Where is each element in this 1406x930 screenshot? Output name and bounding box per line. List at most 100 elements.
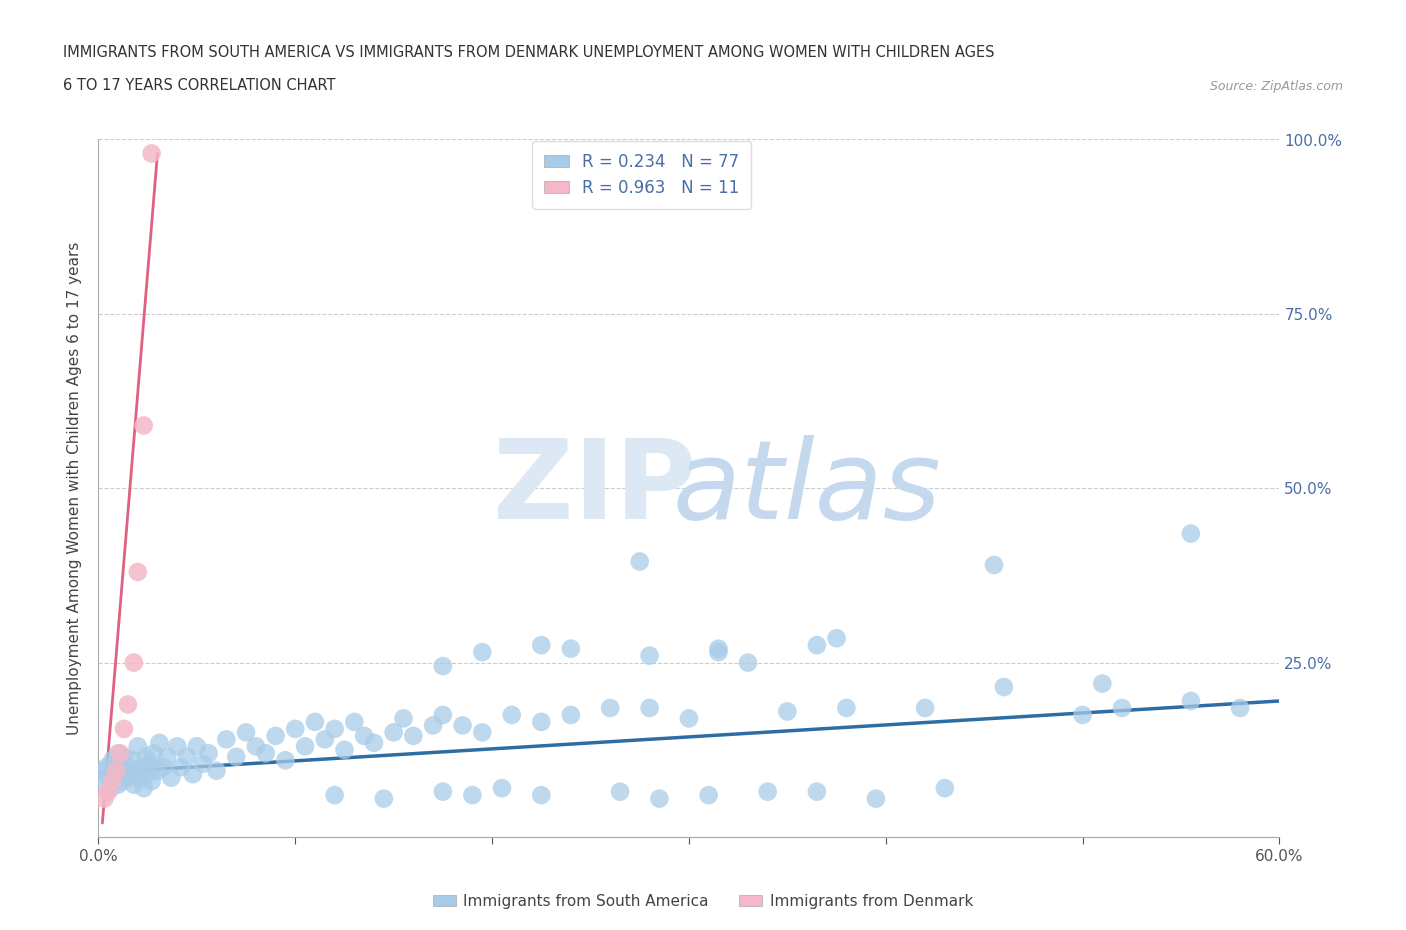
Legend: R = 0.234   N = 77, R = 0.963   N = 11: R = 0.234 N = 77, R = 0.963 N = 11 — [533, 140, 751, 208]
Point — [91, 764, 114, 778]
Point — [235, 725, 257, 740]
Point — [103, 766, 125, 781]
Point — [112, 750, 135, 764]
Point — [806, 784, 828, 799]
Point — [323, 788, 346, 803]
Point — [97, 784, 120, 799]
Point — [131, 760, 153, 775]
Point — [392, 711, 415, 725]
Point — [117, 760, 139, 775]
Point — [609, 784, 631, 799]
Point — [107, 777, 129, 792]
Point — [93, 791, 115, 806]
Point — [599, 700, 621, 715]
Point — [333, 742, 356, 757]
Point — [152, 760, 174, 775]
Point — [93, 774, 115, 789]
Point — [136, 766, 159, 781]
Point — [122, 656, 145, 671]
Legend: Immigrants from South America, Immigrants from Denmark: Immigrants from South America, Immigrant… — [426, 888, 980, 915]
Point — [422, 718, 444, 733]
Text: ZIP: ZIP — [492, 434, 696, 542]
Point — [373, 791, 395, 806]
Point — [707, 642, 730, 657]
Point — [105, 764, 128, 778]
Point — [254, 746, 277, 761]
Point — [530, 714, 553, 729]
Point — [1071, 708, 1094, 723]
Point — [125, 764, 148, 778]
Point — [128, 770, 150, 785]
Point — [127, 565, 149, 579]
Point — [638, 648, 661, 663]
Text: atlas: atlas — [672, 434, 942, 542]
Point — [648, 791, 671, 806]
Point — [934, 781, 956, 796]
Point — [432, 784, 454, 799]
Point — [156, 750, 179, 764]
Point — [560, 642, 582, 657]
Point — [160, 770, 183, 785]
Point — [205, 764, 228, 778]
Point — [146, 764, 169, 778]
Text: Source: ZipAtlas.com: Source: ZipAtlas.com — [1209, 80, 1343, 93]
Point — [97, 770, 120, 785]
Point — [1091, 676, 1114, 691]
Point — [1229, 700, 1251, 715]
Point — [461, 788, 484, 803]
Point — [501, 708, 523, 723]
Point — [451, 718, 474, 733]
Point — [560, 708, 582, 723]
Point — [127, 738, 149, 753]
Point — [993, 680, 1015, 695]
Point — [294, 738, 316, 753]
Point — [628, 554, 651, 569]
Point — [98, 781, 121, 796]
Point — [1111, 700, 1133, 715]
Point — [314, 732, 336, 747]
Point — [806, 638, 828, 653]
Point — [530, 638, 553, 653]
Point — [432, 658, 454, 673]
Point — [121, 753, 143, 768]
Point — [638, 700, 661, 715]
Point — [112, 722, 135, 737]
Point — [101, 753, 124, 768]
Point — [122, 777, 145, 792]
Point — [284, 722, 307, 737]
Point — [491, 781, 513, 796]
Point — [118, 770, 141, 785]
Point — [132, 781, 155, 796]
Point — [107, 746, 129, 761]
Point — [181, 766, 204, 781]
Point — [138, 756, 160, 771]
Point — [707, 644, 730, 659]
Point — [141, 774, 163, 789]
Point — [825, 631, 848, 645]
Point — [363, 736, 385, 751]
Point — [96, 760, 118, 775]
Point — [402, 728, 425, 743]
Point — [101, 774, 124, 789]
Point — [343, 714, 366, 729]
Point — [914, 700, 936, 715]
Point — [245, 738, 267, 753]
Point — [471, 644, 494, 659]
Point — [678, 711, 700, 725]
Point — [225, 750, 247, 764]
Point — [983, 558, 1005, 573]
Point — [132, 418, 155, 433]
Point — [148, 736, 170, 751]
Point — [105, 756, 128, 771]
Point — [1180, 526, 1202, 541]
Point — [756, 784, 779, 799]
Point — [274, 753, 297, 768]
Point — [304, 714, 326, 729]
Point — [776, 704, 799, 719]
Point — [323, 722, 346, 737]
Text: 6 TO 17 YEARS CORRELATION CHART: 6 TO 17 YEARS CORRELATION CHART — [63, 78, 336, 93]
Point — [142, 746, 165, 761]
Point — [176, 750, 198, 764]
Point — [115, 766, 138, 781]
Y-axis label: Unemployment Among Women with Children Ages 6 to 17 years: Unemployment Among Women with Children A… — [67, 242, 83, 735]
